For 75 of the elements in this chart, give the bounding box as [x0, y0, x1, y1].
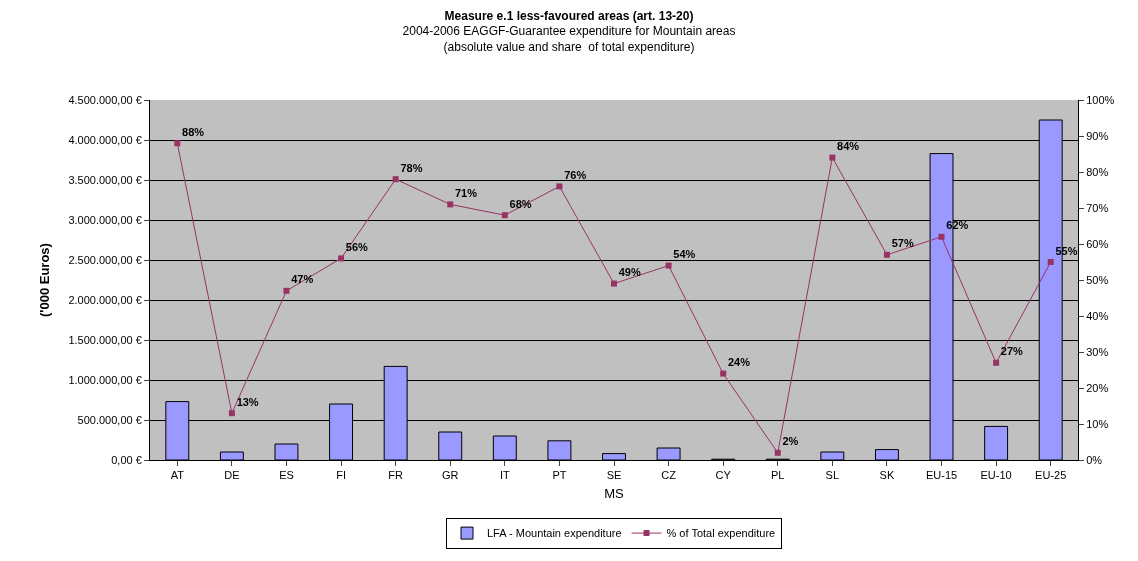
x-tick-label: EU-15 [925, 469, 958, 482]
data-label: 78% [400, 161, 423, 174]
y2-tick-label: 80% [1086, 165, 1109, 178]
point [720, 370, 727, 377]
point [392, 176, 399, 183]
point [938, 233, 945, 240]
point [283, 287, 290, 294]
point [829, 154, 836, 161]
y2-tick-label: 30% [1086, 345, 1109, 358]
y2-tick-label: 60% [1086, 237, 1109, 250]
point [774, 449, 781, 456]
x-tick-label: FI [336, 469, 346, 482]
point [1047, 259, 1054, 265]
x-tick-label: GR [441, 469, 459, 482]
y-tick-label: 3.500.000,00 € [68, 173, 142, 186]
data-label: 71% [454, 186, 478, 199]
point [993, 359, 1000, 366]
x-tick-label: DE [224, 469, 240, 482]
data-label: 49% [618, 266, 641, 279]
x-axis-title: MS [604, 485, 625, 501]
y-tick-label: 0,00 € [111, 453, 142, 466]
y-tick-label: 500.000,00 € [77, 413, 142, 426]
y-tick-label: 1.000.000,00 € [68, 373, 142, 386]
y-tick-label: 4.000.000,00 € [68, 133, 142, 146]
x-tick-label: ES [279, 469, 294, 482]
y-tick-label: 1.500.000,00 € [68, 333, 142, 346]
x-tick-label: PT [552, 469, 567, 482]
x-tick-label: PL [771, 469, 785, 482]
y2-tick-label: 40% [1086, 309, 1109, 322]
point [611, 280, 617, 287]
data-label: 57% [891, 237, 914, 250]
y-tick-label: 3.000.000,00 € [68, 213, 142, 226]
data-label: 13% [236, 395, 259, 408]
point [174, 140, 181, 147]
y2-tick-label: 90% [1086, 129, 1109, 142]
data-label: 24% [727, 356, 751, 369]
legend-label: LFA - Mountain expenditure [487, 527, 622, 540]
data-label: 27% [1000, 345, 1024, 358]
y-axis-title: ('000 Euros) [37, 243, 53, 317]
data-label: 68% [509, 197, 532, 210]
point [883, 251, 890, 258]
point [447, 201, 454, 208]
y2-tick-label: 10% [1086, 417, 1109, 430]
data-label: 88% [182, 125, 205, 138]
chart-subtitle: 2004-2006 EAGGF-Guarantee expenditure for Mountain areas (absolute value and share of total expenditure) [402, 24, 736, 54]
x-tick-label: FR [388, 469, 404, 482]
chart-title: Measure e.1 less-favoured areas (art. 13-20) [444, 8, 694, 23]
x-tick-label: CY [715, 469, 732, 482]
data-label: 54% [673, 248, 696, 261]
y2-tick-label: 100% [1086, 93, 1115, 106]
point [228, 410, 235, 417]
point [665, 262, 672, 269]
point [501, 212, 508, 219]
x-tick-label: CZ [661, 469, 677, 482]
data-label: 56% [345, 240, 369, 253]
y-tick-label: 2.000.000,00 € [68, 293, 142, 306]
x-tick-label: SE [606, 469, 622, 482]
y2-tick-label: 70% [1086, 201, 1109, 214]
point [338, 255, 345, 262]
y-tick-label: 4.500.000,00 € [68, 93, 142, 106]
y2-tick-label: 50% [1086, 273, 1109, 286]
x-tick-label: SK [879, 469, 895, 482]
x-tick-label: EU-10 [980, 469, 1012, 482]
point [556, 183, 563, 190]
x-tick-label: EU-25 [1035, 469, 1067, 482]
x-tick-label: AT [170, 469, 185, 482]
data-label: 76% [564, 168, 587, 181]
y2-tick-label: 0% [1086, 453, 1103, 466]
x-tick-label: IT [499, 469, 510, 482]
data-label: 2% [782, 435, 799, 448]
y-tick-label: 2.500.000,00 € [68, 253, 142, 266]
x-tick-label: SL [825, 469, 840, 482]
y2-tick-label: 20% [1086, 381, 1109, 394]
data-label: 84% [837, 140, 860, 153]
legend-label: % of Total expenditure [666, 527, 776, 540]
